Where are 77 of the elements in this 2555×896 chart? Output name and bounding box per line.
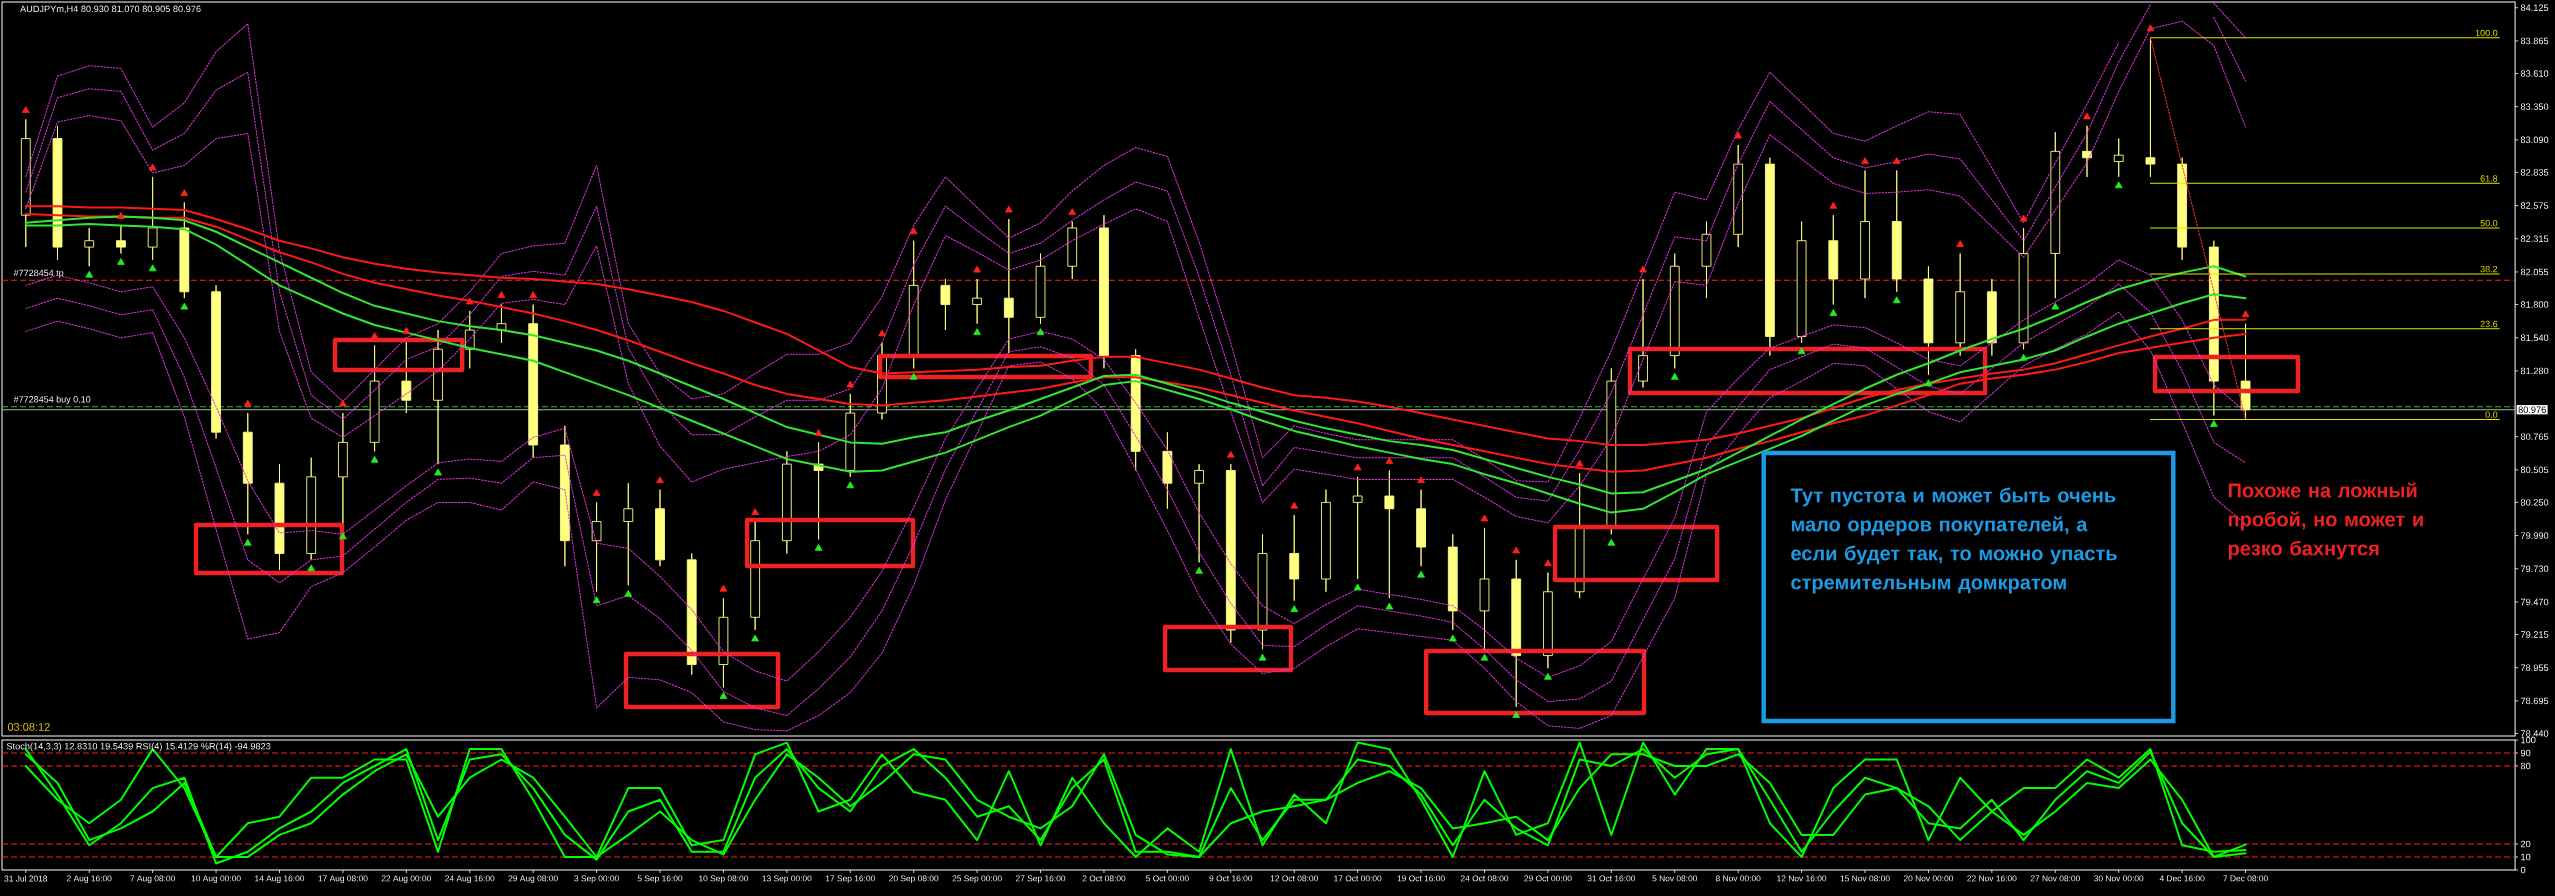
y-tick-label: 82.055: [2520, 268, 2549, 276]
x-tick-label: 13 Sep 00:00: [762, 875, 812, 884]
x-tick-label: 3 Sep 00:00: [574, 875, 619, 884]
x-tick-label: 31 Oct 16:00: [1587, 875, 1636, 882]
y-tick-label: 82.575: [2520, 202, 2549, 209]
x-tick-label: 7 Dec 08:00: [2223, 875, 2268, 882]
x-tick-label: 15 Nov 08:00: [1840, 875, 1890, 882]
series-label: 38.2: [2480, 265, 2498, 273]
x-tick-label: 27 Sep 16:00: [1015, 875, 1066, 884]
y-tick-label: 79.470: [2520, 598, 2549, 606]
y-tick-label: 81.280: [2520, 367, 2549, 375]
y-tick-label: 20: [2520, 840, 2531, 848]
y-tick-label: 80: [2520, 762, 2531, 770]
y-tick-label: 90: [2520, 749, 2531, 757]
x-tick-label: 5 Nov 08:00: [1652, 875, 1698, 882]
x-tick-label: 14 Aug 16:00: [255, 875, 305, 884]
ref-line-label: 80.976: [2518, 406, 2546, 413]
x-tick-label: 10 Sep 08:00: [699, 875, 749, 884]
x-tick-label: 22 Nov 16:00: [1967, 875, 2017, 882]
y-tick-label: 83.090: [2520, 136, 2549, 144]
y-tick-label: 84.125: [2520, 4, 2549, 11]
x-tick-label: 17 Aug 08:00: [318, 875, 368, 884]
x-tick-label: 12 Oct 08:00: [1270, 875, 1318, 882]
series-label: 50.0: [2480, 219, 2498, 227]
x-tick-label: 10 Aug 00:00: [191, 875, 241, 884]
x-tick-label: 8 Nov 00:00: [1715, 875, 1761, 882]
y-tick-label: 78.440: [2520, 730, 2549, 737]
y-tick-label: 81.800: [2520, 301, 2549, 308]
y-tick-label: 82.835: [2520, 169, 2549, 176]
annotation: Тут пустота и может быть очень мало ордеров покупателей, а если будет так, то можно упасть стремительным домкратом: [1790, 487, 2117, 594]
x-tick-label: 4 Dec 16:00: [2159, 875, 2205, 882]
series-label: 61.8: [2480, 175, 2498, 182]
x-tick-label: 27 Nov 08:00: [2030, 875, 2080, 882]
y-tick-label: 10: [2521, 853, 2531, 861]
x-tick-label: 29 Oct 00:00: [1524, 875, 1572, 882]
y-tick-label: 81.540: [2520, 334, 2549, 341]
y-tick-label: 79.730: [2520, 565, 2549, 573]
x-tick-label: 2 Oct 08:00: [1082, 875, 1126, 882]
y-tick-label: 79.215: [2520, 631, 2549, 638]
chart-title: AUDJPYm,H4 80.930 81.070 80.905 80.976: [20, 5, 201, 14]
x-tick-label: 17 Sep 16:00: [825, 875, 875, 884]
x-tick-label: 17 Oct 00:00: [1334, 875, 1382, 882]
y-tick-label: 0: [2520, 866, 2526, 874]
x-tick-label: 2 Aug 16:00: [66, 875, 112, 884]
series-label: 23.6: [2480, 320, 2498, 328]
y-tick-label: 100: [2521, 736, 2536, 744]
x-tick-label: 19 Oct 16:00: [1397, 875, 1445, 882]
ref-line-label: #7728454 buy 0.10: [13, 395, 91, 405]
y-tick-label: 83.350: [2520, 103, 2549, 110]
y-tick-label: 80.765: [2520, 433, 2549, 440]
x-tick-label: 20 Nov 00:00: [1903, 875, 1954, 882]
chart-title: Stoch(14,3,3) 12.8310 19.5439 RSI(4) 15.4129 %R(14) -94.9823: [6, 742, 271, 752]
x-tick-label: 24 Oct 08:00: [1460, 875, 1509, 882]
x-tick-label: 20 Sep 08:00: [889, 875, 939, 884]
x-tick-label: 5 Sep 16:00: [637, 875, 683, 884]
y-tick-label: 79.990: [2520, 532, 2549, 539]
x-tick-label: 9 Oct 16:00: [1209, 875, 1253, 882]
series-label: 100.0: [2475, 29, 2498, 37]
x-tick-label: 30 Nov 00:00: [2094, 875, 2144, 882]
x-tick-label: 31 Jul 2018: [4, 875, 48, 882]
y-tick-label: 78.695: [2520, 697, 2549, 705]
series-label: 0.0: [2485, 411, 2498, 418]
annotation: Похоже на ложный пробой, но может и резко бахнутся: [2228, 482, 2423, 560]
x-tick-label: 25 Sep 00:00: [952, 875, 1002, 884]
x-tick-label: 12 Nov 16:00: [1777, 875, 1827, 882]
x-tick-label: 5 Oct 00:00: [1146, 875, 1189, 882]
y-tick-label: 78.955: [2520, 664, 2549, 671]
y-tick-label: 83.610: [2520, 70, 2549, 77]
x-tick-label: 7 Aug 08:00: [130, 875, 175, 884]
y-tick-label: 83.865: [2520, 37, 2549, 45]
x-tick-label: 29 Aug 08:00: [508, 875, 558, 884]
x-tick-label: 22 Aug 00:00: [381, 875, 431, 884]
y-tick-label: 80.250: [2520, 499, 2549, 506]
y-tick-label: 82.315: [2520, 235, 2549, 243]
annotation: 03:08:12: [7, 723, 50, 731]
x-tick-label: 24 Aug 16:00: [445, 875, 495, 884]
y-tick-label: 80.505: [2520, 466, 2549, 474]
